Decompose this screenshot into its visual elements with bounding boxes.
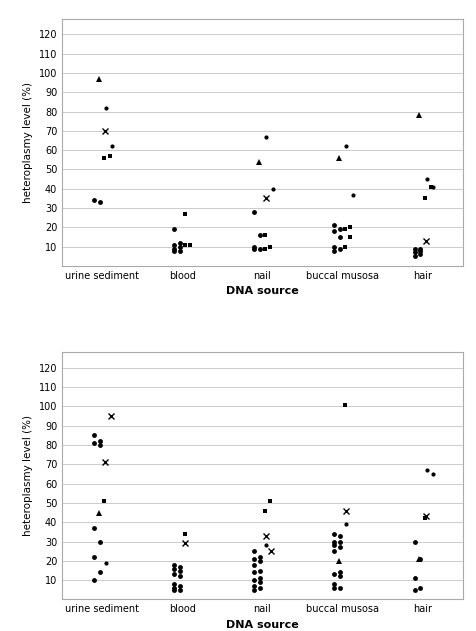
X-axis label: DNA source: DNA source: [226, 286, 298, 297]
X-axis label: DNA source: DNA source: [226, 620, 298, 630]
Y-axis label: heteroplasmy level (%): heteroplasmy level (%): [23, 82, 33, 203]
Y-axis label: heteroplasmy level (%): heteroplasmy level (%): [23, 415, 33, 536]
